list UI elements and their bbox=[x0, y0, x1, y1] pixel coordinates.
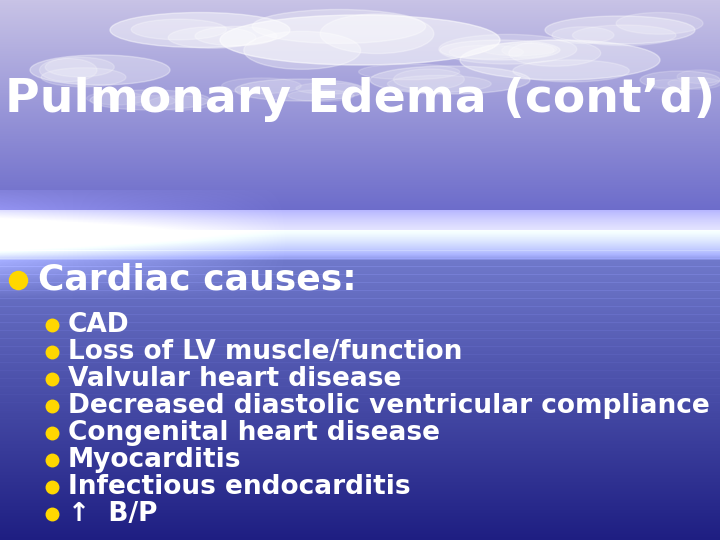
Ellipse shape bbox=[252, 10, 426, 43]
Ellipse shape bbox=[394, 69, 464, 90]
Ellipse shape bbox=[647, 79, 686, 90]
Ellipse shape bbox=[616, 12, 703, 34]
Text: Decreased diastolic ventricular compliance: Decreased diastolic ventricular complian… bbox=[68, 393, 710, 419]
Ellipse shape bbox=[572, 25, 676, 45]
Ellipse shape bbox=[449, 45, 523, 59]
Ellipse shape bbox=[460, 40, 660, 80]
Text: Pulmonary Edema (cont’d): Pulmonary Edema (cont’d) bbox=[5, 78, 715, 123]
Ellipse shape bbox=[86, 92, 146, 105]
Ellipse shape bbox=[195, 26, 276, 46]
Ellipse shape bbox=[481, 43, 557, 56]
Ellipse shape bbox=[244, 31, 361, 69]
Text: ↑  B/P: ↑ B/P bbox=[68, 501, 158, 527]
Ellipse shape bbox=[168, 27, 256, 48]
Ellipse shape bbox=[370, 66, 530, 94]
Ellipse shape bbox=[668, 77, 720, 89]
Text: Infectious endocarditis: Infectious endocarditis bbox=[68, 474, 410, 500]
Ellipse shape bbox=[545, 16, 695, 44]
Ellipse shape bbox=[387, 76, 491, 92]
Ellipse shape bbox=[502, 43, 554, 57]
Ellipse shape bbox=[30, 55, 170, 85]
Ellipse shape bbox=[640, 71, 720, 89]
Ellipse shape bbox=[131, 19, 227, 40]
Ellipse shape bbox=[127, 96, 176, 106]
Ellipse shape bbox=[148, 96, 211, 110]
Ellipse shape bbox=[235, 79, 365, 101]
Ellipse shape bbox=[288, 90, 354, 102]
Ellipse shape bbox=[359, 64, 459, 80]
Text: Cardiac causes:: Cardiac causes: bbox=[38, 263, 356, 297]
Ellipse shape bbox=[509, 40, 600, 66]
Ellipse shape bbox=[110, 12, 290, 48]
Text: Loss of LV muscle/function: Loss of LV muscle/function bbox=[68, 339, 462, 365]
Ellipse shape bbox=[440, 40, 560, 60]
Text: CAD: CAD bbox=[68, 312, 130, 338]
Ellipse shape bbox=[41, 68, 126, 87]
Ellipse shape bbox=[220, 15, 500, 65]
Ellipse shape bbox=[552, 27, 614, 44]
Ellipse shape bbox=[45, 57, 114, 77]
Ellipse shape bbox=[320, 14, 434, 53]
Text: Congenital heart disease: Congenital heart disease bbox=[68, 420, 440, 446]
Text: Myocarditis: Myocarditis bbox=[68, 447, 241, 473]
Ellipse shape bbox=[438, 35, 577, 64]
Text: Valvular heart disease: Valvular heart disease bbox=[68, 366, 401, 392]
Ellipse shape bbox=[677, 70, 720, 84]
Ellipse shape bbox=[222, 78, 301, 94]
Ellipse shape bbox=[296, 83, 361, 94]
Ellipse shape bbox=[40, 58, 97, 82]
Ellipse shape bbox=[513, 60, 629, 82]
Ellipse shape bbox=[90, 90, 210, 110]
